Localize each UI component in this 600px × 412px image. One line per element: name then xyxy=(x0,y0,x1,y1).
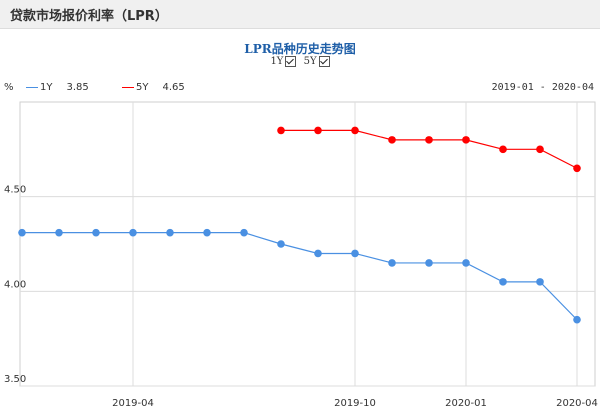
plot-frame xyxy=(19,101,596,387)
data-point-5y xyxy=(573,164,581,173)
y-tick-label: 4.00 xyxy=(4,279,26,290)
series-toggles: 1Y 5Y xyxy=(0,56,600,67)
x-tick-label: 2019-10 xyxy=(334,398,376,409)
x-tick-label: 2020-04 xyxy=(556,398,598,409)
data-point-1y xyxy=(388,259,396,267)
checkbox-5y[interactable] xyxy=(318,56,330,67)
data-point-5y xyxy=(388,136,396,144)
data-point-1y xyxy=(573,315,581,324)
y-tick-label: 3.50 xyxy=(4,374,26,385)
data-point-1y xyxy=(92,228,100,237)
y-unit-label: % xyxy=(4,82,14,93)
data-point-1y xyxy=(425,259,433,267)
data-point-1y xyxy=(240,228,248,237)
toggle-1y-label: 1Y xyxy=(270,56,284,67)
data-point-1y xyxy=(499,278,507,286)
page-header: 贷款市场报价利率（LPR） xyxy=(0,0,600,29)
checkbox-1y[interactable] xyxy=(285,56,297,67)
toggle-5y-label: 5Y xyxy=(303,56,317,67)
legend-swatch-5y xyxy=(122,87,134,88)
data-point-5y xyxy=(351,126,359,135)
legend-item-5y[interactable]: 5Y 4.65 xyxy=(122,82,185,93)
y-tick-label: 4.50 xyxy=(4,185,26,196)
toggle-1y[interactable]: 1Y xyxy=(270,56,297,67)
data-point-1y xyxy=(203,228,211,237)
data-point-5y xyxy=(462,136,470,144)
data-point-1y xyxy=(129,228,137,237)
data-point-1y xyxy=(462,259,470,267)
legend-name-5y: 5Y xyxy=(136,82,149,93)
data-point-1y xyxy=(166,228,174,237)
data-point-1y xyxy=(55,228,63,237)
legend-value-5y: 4.65 xyxy=(162,82,185,93)
legend-name-1y: 1Y xyxy=(40,82,53,93)
legend-item-1y[interactable]: 1Y 3.85 xyxy=(26,82,89,93)
data-point-5y xyxy=(277,126,285,135)
data-point-5y xyxy=(425,136,433,144)
series-line-1y xyxy=(22,232,578,321)
data-point-1y xyxy=(277,240,285,248)
chart-title: LPR品种历史走势图 xyxy=(244,42,356,56)
legend-value-1y: 3.85 xyxy=(66,82,89,93)
x-tick-label: 2020-01 xyxy=(445,398,487,409)
date-range: 2019-01 - 2020-04 xyxy=(491,82,594,93)
data-point-1y xyxy=(536,278,544,286)
data-point-1y xyxy=(351,249,359,258)
legend-swatch-1y xyxy=(26,87,38,88)
data-point-5y xyxy=(314,126,322,135)
toggle-5y[interactable]: 5Y xyxy=(304,56,330,67)
data-point-1y xyxy=(18,228,26,237)
x-tick-label: 2019-04 xyxy=(112,398,154,409)
page-title: 贷款市场报价利率（LPR） xyxy=(10,9,168,24)
data-point-1y xyxy=(314,249,322,258)
data-point-5y xyxy=(536,145,544,154)
data-point-5y xyxy=(499,145,507,154)
legend: % 1Y 3.85 5Y 4.65 2019-01 - 2020-04 xyxy=(0,80,600,96)
